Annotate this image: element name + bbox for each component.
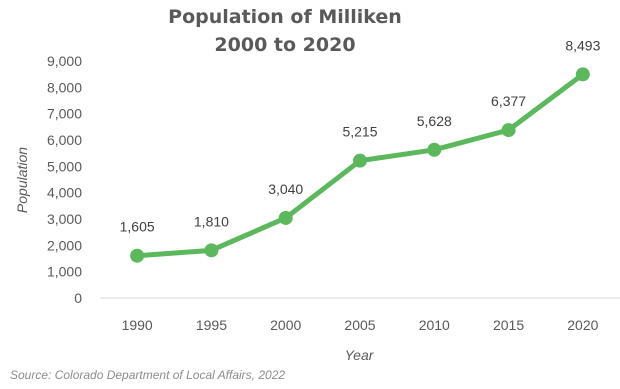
- data-label: 6,377: [491, 93, 526, 109]
- y-tick-label: 9,000: [47, 53, 82, 69]
- chart-title-line2: 2000 to 2020: [214, 34, 356, 56]
- y-tick-label: 6,000: [47, 132, 82, 148]
- data-point: [575, 67, 590, 82]
- chart-title-line1: Population of Milliken: [168, 6, 402, 28]
- data-label: 5,628: [417, 113, 452, 129]
- y-axis-title: Population: [14, 147, 30, 213]
- x-tick-label: 2020: [567, 317, 598, 333]
- data-label: 3,040: [268, 181, 303, 197]
- y-tick-label: 8,000: [47, 79, 82, 95]
- source-note: Source: Colorado Department of Local Aff…: [10, 368, 286, 382]
- data-label: 8,493: [565, 37, 600, 53]
- data-label: 1,605: [120, 219, 155, 235]
- x-tick-label: 2005: [344, 317, 375, 333]
- data-label: 1,810: [194, 213, 229, 229]
- y-tick-label: 2,000: [47, 237, 82, 253]
- data-point: [427, 142, 442, 157]
- data-label: 5,215: [342, 124, 377, 140]
- series-population: [130, 67, 590, 263]
- x-tick-label: 2000: [270, 317, 301, 333]
- x-tick-label: 1995: [196, 317, 227, 333]
- y-tick-label: 5,000: [47, 158, 82, 174]
- data-point: [501, 123, 516, 138]
- y-tick-label: 0: [74, 290, 82, 306]
- x-tick-label: 2015: [493, 317, 524, 333]
- x-axis-ticks: 1990 1995 2000 2005 2010 2015 2020: [122, 317, 599, 333]
- x-axis-title: Year: [345, 347, 375, 363]
- data-point: [353, 153, 367, 168]
- x-tick-label: 1990: [122, 317, 153, 333]
- data-point: [130, 248, 145, 263]
- y-tick-label: 3,000: [47, 211, 82, 227]
- x-tick-label: 2010: [419, 317, 450, 333]
- data-point: [204, 243, 219, 258]
- y-tick-label: 1,000: [47, 264, 82, 280]
- data-point: [278, 210, 293, 225]
- y-tick-label: 4,000: [47, 185, 82, 201]
- y-axis-ticks: 0 1,000 2,000 3,000 4,000 5,000 6,000 7,000 8,00…: [47, 53, 82, 306]
- data-labels: 1,605 1,810 3,040 5,215 5,628 6,377 8,493: [120, 37, 601, 234]
- y-tick-label: 7,000: [47, 106, 82, 122]
